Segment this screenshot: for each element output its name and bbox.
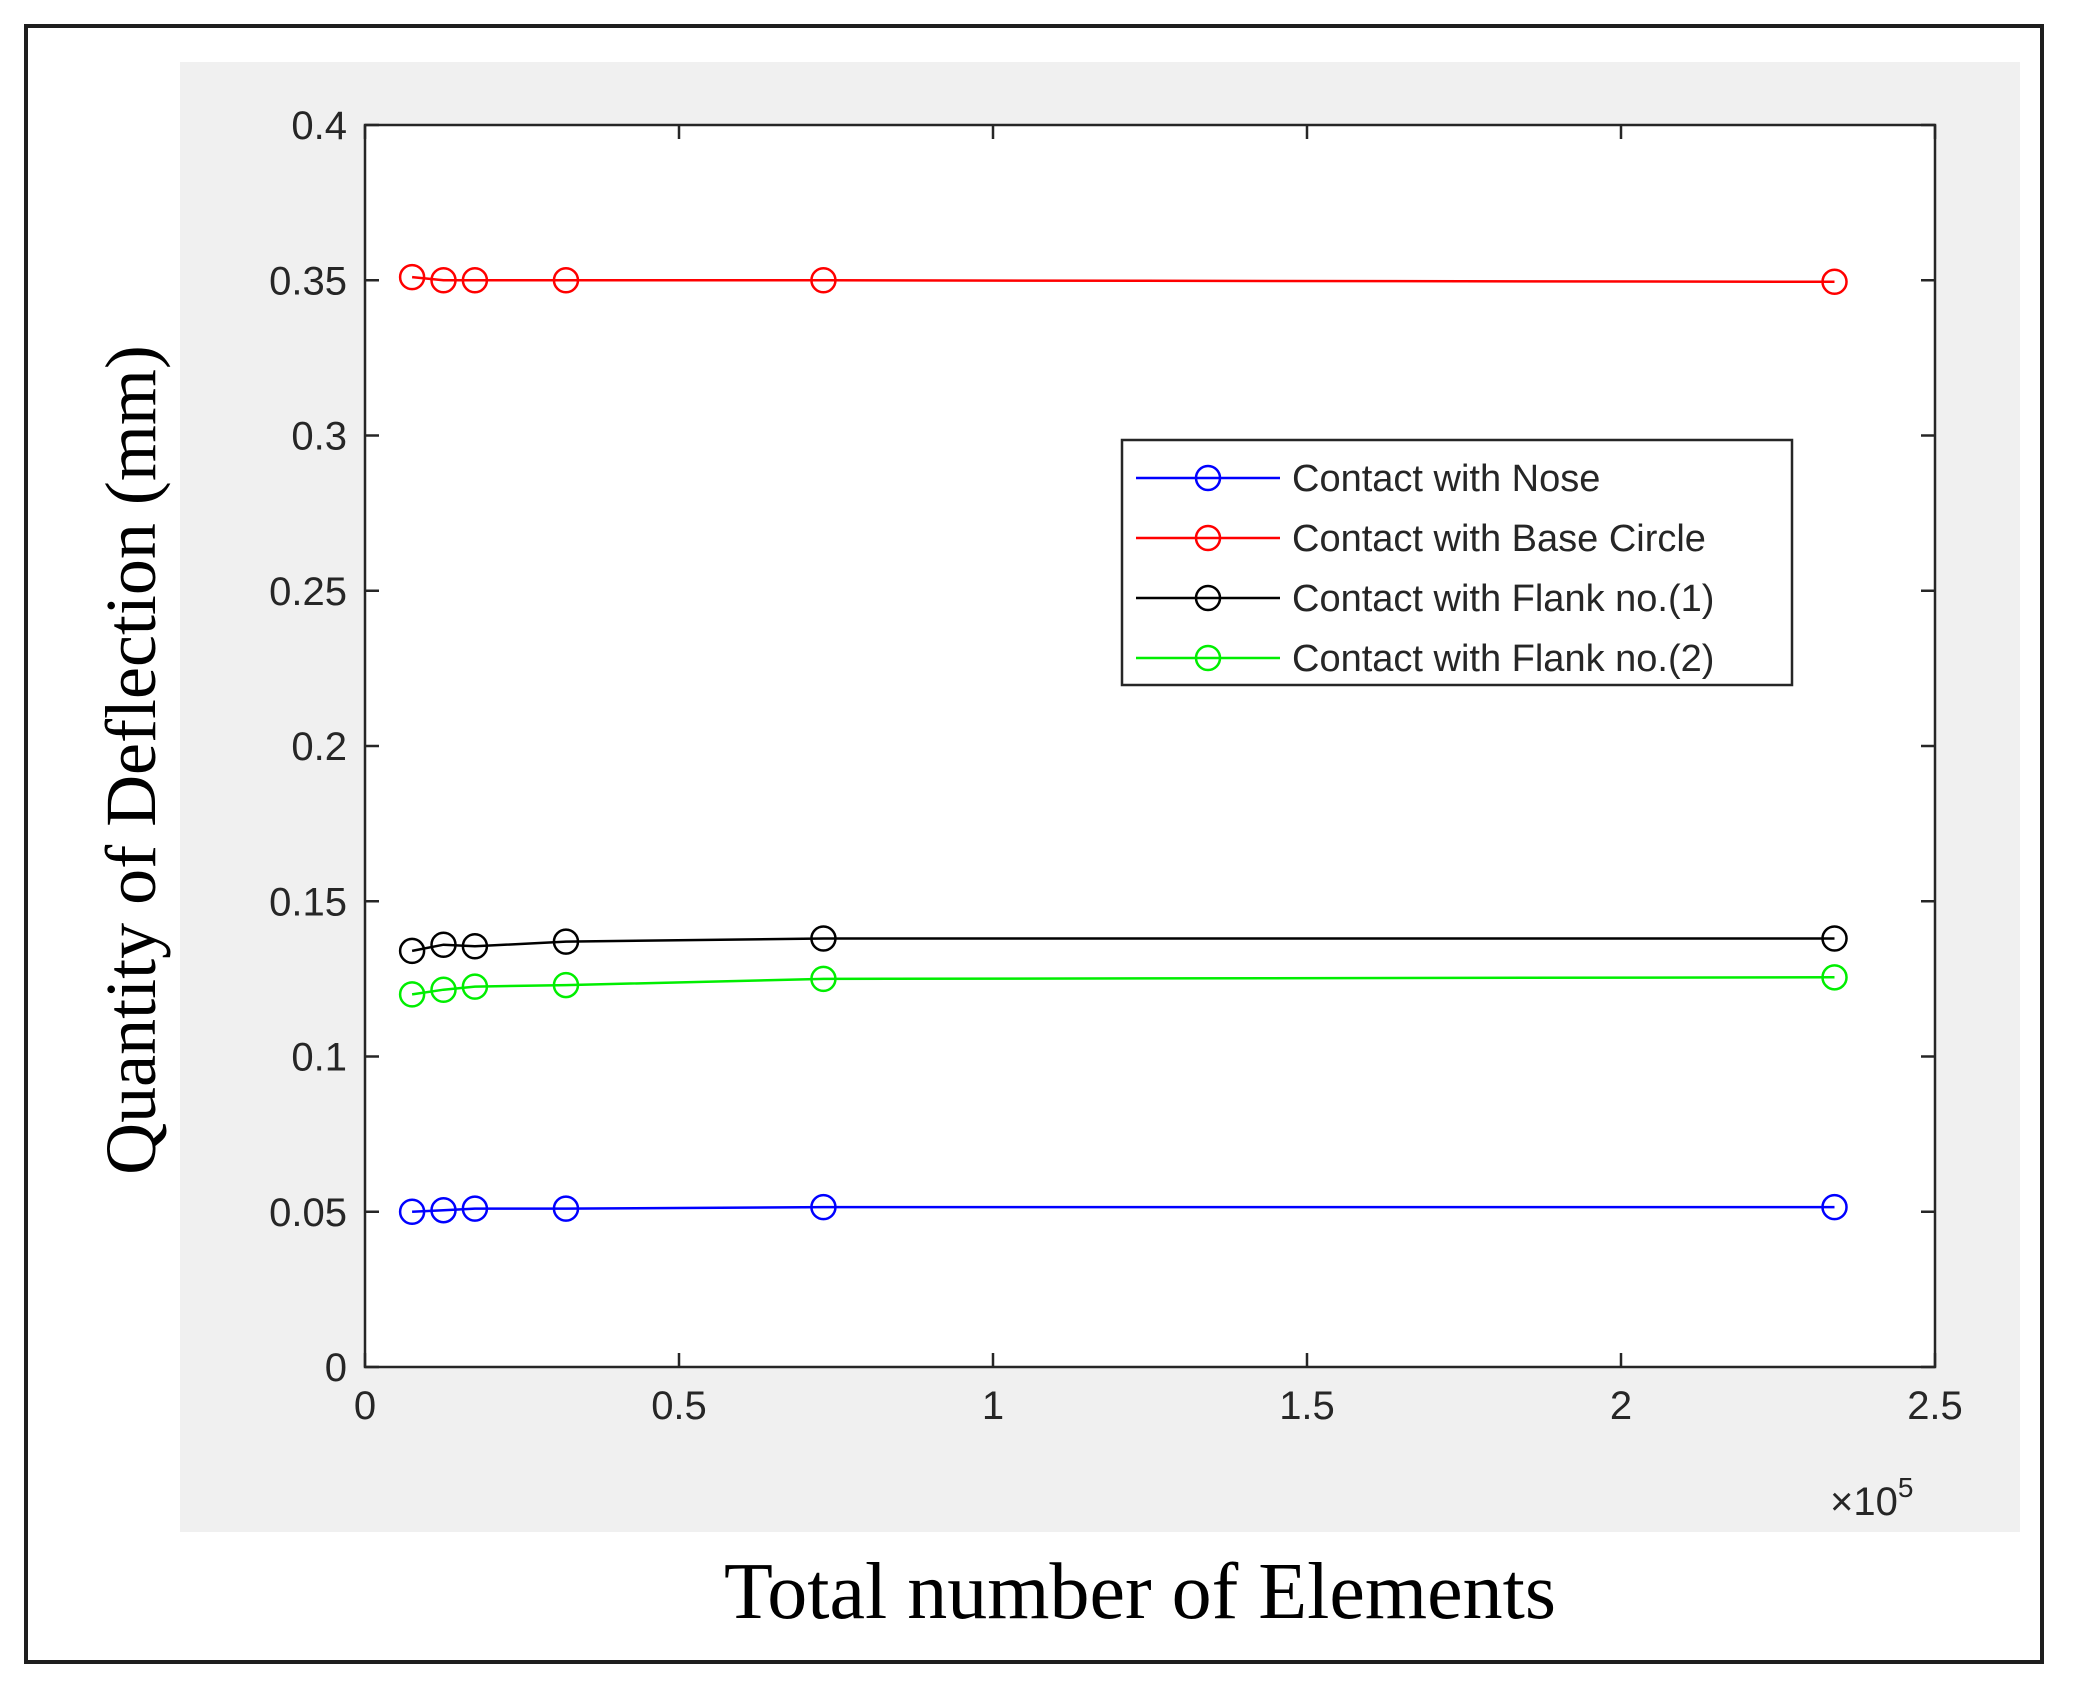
- data-point: [461, 933, 489, 960]
- legend-marker: [1194, 464, 1222, 492]
- y-axis-title: Quantity of Deflection (mm): [91, 345, 171, 1175]
- ticks-layer: [363, 123, 1937, 1369]
- data-point: [1821, 268, 1848, 296]
- data-point: [552, 267, 580, 294]
- legend-marker: [1194, 524, 1222, 552]
- data-point: [430, 976, 457, 1003]
- data-point: [1821, 925, 1848, 952]
- x-exponent-label: ×105: [1830, 1472, 1913, 1524]
- data-point: [461, 267, 489, 294]
- series-line: [411, 937, 1835, 953]
- series-line: [411, 275, 1835, 284]
- x-tick-label: 1.5: [1279, 1384, 1335, 1428]
- series-group: [398, 925, 1848, 965]
- y-tick-label: 0.1: [291, 1036, 347, 1080]
- plot-area: [365, 125, 1935, 1367]
- data-point: [398, 1198, 426, 1225]
- series-group: [398, 263, 1848, 296]
- legend-marker: [1194, 644, 1222, 672]
- y-tick-label: 0.3: [291, 415, 347, 459]
- legend-label: Contact with Nose: [1292, 458, 1600, 500]
- data-point: [1821, 1193, 1848, 1221]
- y-tick-label: 0.15: [269, 880, 347, 924]
- series-line: [411, 976, 1835, 996]
- legend: Contact with Nose Contact with Base Circl…: [1120, 438, 1794, 687]
- y-tick-label: 0.4: [291, 104, 347, 148]
- y-tick-label: 0.35: [269, 259, 347, 303]
- data-point: [398, 981, 426, 1008]
- data-point: [430, 267, 457, 294]
- x-tick-label: 1: [982, 1384, 1004, 1428]
- legend-box: [1120, 438, 1794, 687]
- x-tick-label: 0.5: [651, 1384, 707, 1428]
- y-tick-label: 0.2: [291, 725, 347, 769]
- y-tick-label: 0.25: [269, 570, 347, 614]
- data-point: [810, 1193, 837, 1221]
- data-point: [810, 267, 837, 294]
- data-point: [552, 928, 580, 955]
- x-axis-title: Total number of Elements: [724, 1548, 1556, 1636]
- y-tick-label: 0: [325, 1346, 347, 1390]
- data-point: [461, 1195, 489, 1222]
- x-tick-label: 2: [1610, 1384, 1632, 1428]
- data-point: [398, 263, 426, 291]
- series-group: [398, 964, 1848, 1008]
- labels-layer: 0 0.5 1 1.5 2 2.5 0 0.05 0.1 0.15 0.2 0.25 0.3 0.35 0.…: [269, 104, 1963, 1428]
- series-line: [412, 1205, 1835, 1214]
- data-point: [1821, 964, 1848, 991]
- x-tick-label: 0: [354, 1384, 376, 1428]
- data-point: [430, 1196, 457, 1224]
- data-point: [461, 973, 489, 1000]
- legend-label: Contact with Base Circle: [1292, 518, 1706, 560]
- series-group: [398, 1193, 1848, 1225]
- xlabel-background: [600, 1532, 1680, 1642]
- data-point: [810, 925, 837, 952]
- legend-marker: [1194, 584, 1222, 612]
- x-tick-label: 2.5: [1907, 1384, 1963, 1428]
- series-layer: [398, 263, 1848, 1225]
- data-point: [398, 937, 426, 965]
- data-point: [810, 965, 837, 993]
- data-point: [552, 971, 580, 999]
- y-tick-label: 0.05: [269, 1191, 347, 1235]
- legend-label: Contact with Flank no.(1): [1292, 578, 1714, 620]
- legend-label: Contact with Flank no.(2): [1292, 638, 1714, 680]
- data-point: [430, 931, 457, 958]
- data-point: [552, 1195, 580, 1222]
